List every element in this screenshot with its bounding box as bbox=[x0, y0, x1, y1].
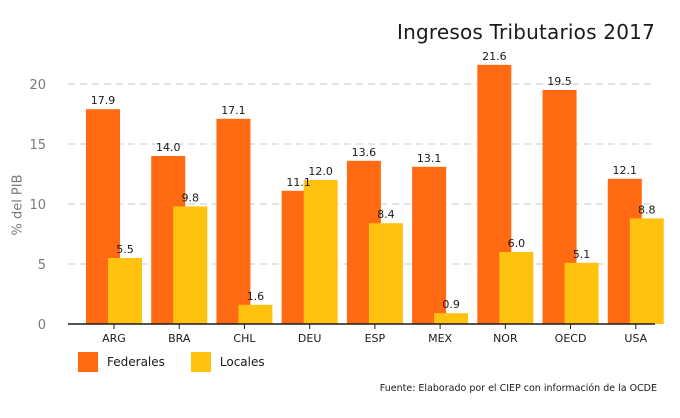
bar-locales-oecd bbox=[564, 262, 599, 324]
y-tick-label: 10 bbox=[29, 198, 46, 213]
data-label-locales-oecd: 5.1 bbox=[573, 248, 591, 261]
chart-title: Ingresos Tributarios 2017 bbox=[396, 20, 655, 44]
data-label-federales-bra: 14.0 bbox=[156, 141, 181, 154]
x-tick-label-chl: CHL bbox=[233, 332, 256, 345]
data-label-locales-chl: 1.6 bbox=[247, 290, 265, 303]
data-label-locales-bra: 9.8 bbox=[181, 191, 199, 204]
y-tick-label: 15 bbox=[29, 138, 46, 153]
bar-locales-usa bbox=[629, 218, 664, 324]
bar-locales-nor bbox=[499, 252, 534, 324]
y-tick-label: 5 bbox=[38, 258, 46, 273]
legend-swatch-federales bbox=[78, 352, 98, 372]
data-label-federales-nor: 21.6 bbox=[482, 50, 507, 63]
bar-locales-chl bbox=[238, 304, 273, 324]
x-tick-label-mex: MEX bbox=[428, 332, 452, 345]
source-note: Fuente: Elaborado por el CIEP con inform… bbox=[379, 383, 657, 394]
legend-label-locales: Locales bbox=[219, 355, 265, 369]
y-tick-label: 0 bbox=[38, 318, 46, 333]
data-label-locales-nor: 6.0 bbox=[508, 237, 526, 250]
y-tick-label: 20 bbox=[29, 78, 46, 93]
data-label-locales-deu: 12.0 bbox=[308, 165, 333, 178]
x-tick-label-oecd: OECD bbox=[555, 332, 587, 345]
bar-federales-mex bbox=[412, 166, 447, 324]
bar-locales-esp bbox=[368, 223, 403, 324]
legend: Federales Locales bbox=[78, 352, 265, 372]
bar-locales-arg bbox=[108, 258, 142, 324]
x-tick-label-usa: USA bbox=[624, 332, 647, 345]
bar-locales-bra bbox=[173, 206, 208, 324]
data-label-federales-arg: 17.9 bbox=[91, 94, 116, 107]
legend-swatch-locales bbox=[190, 352, 211, 372]
x-tick-label-deu: DEU bbox=[298, 332, 321, 345]
data-label-locales-mex: 0.9 bbox=[442, 298, 460, 311]
data-label-locales-esp: 8.4 bbox=[377, 208, 395, 221]
data-label-locales-arg: 5.5 bbox=[116, 243, 134, 256]
data-label-federales-deu: 11.1 bbox=[286, 176, 311, 189]
legend-item-federales: Federales bbox=[78, 352, 165, 372]
x-tick-label-bra: BRA bbox=[168, 332, 191, 345]
x-tick-label-arg: ARG bbox=[102, 332, 126, 345]
bar-locales-deu bbox=[303, 180, 338, 324]
data-label-federales-oecd: 19.5 bbox=[547, 75, 572, 88]
data-label-federales-usa: 12.1 bbox=[613, 164, 638, 177]
bar-locales-mex bbox=[434, 313, 469, 324]
bar-federales-chl bbox=[216, 118, 251, 324]
data-label-federales-mex: 13.1 bbox=[417, 152, 442, 165]
data-label-federales-esp: 13.6 bbox=[352, 146, 377, 159]
legend-item-locales: Locales bbox=[190, 352, 265, 372]
data-label-locales-usa: 8.8 bbox=[638, 203, 656, 216]
x-tick-label-nor: NOR bbox=[493, 332, 518, 345]
legend-label-federales: Federales bbox=[107, 355, 165, 369]
data-label-federales-chl: 17.1 bbox=[221, 104, 246, 117]
x-tick-label-esp: ESP bbox=[365, 332, 386, 345]
